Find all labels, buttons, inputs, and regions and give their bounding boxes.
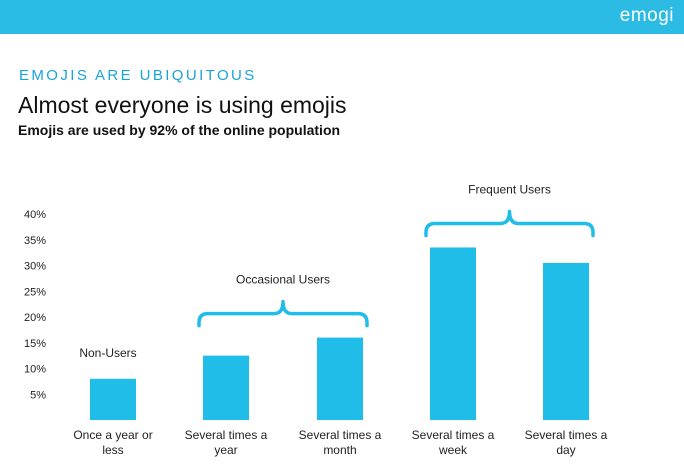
x-tick-label: week	[438, 443, 468, 457]
y-tick-label: 40%	[24, 209, 46, 221]
x-tick-label: month	[323, 443, 356, 457]
x-tick-label: Several times a	[299, 428, 382, 442]
x-tick-label: less	[102, 443, 123, 457]
x-tick-label: day	[556, 443, 575, 457]
user-groups: Non-Users Occasional Users Frequent Users	[79, 182, 595, 360]
y-tick-label: 20%	[24, 312, 46, 324]
page-subtitle: Emojis are used by 92% of the online pop…	[18, 122, 341, 138]
x-tick-label: year	[214, 443, 237, 457]
top-banner: emogi	[0, 0, 684, 34]
x-tick-label: Once a year or	[73, 428, 152, 442]
emogi-logo: emogi	[619, 5, 674, 26]
x-tick-label: Several times a	[525, 428, 608, 442]
bar	[203, 355, 249, 420]
y-tick-label: 35%	[24, 235, 46, 247]
bar	[90, 378, 136, 420]
bar	[317, 337, 363, 420]
y-axis: 5% 10% 15% 20% 25% 30% 35% 40%	[24, 209, 46, 401]
bars	[90, 247, 589, 420]
y-tick-label: 10%	[24, 364, 46, 376]
y-tick-label: 15%	[24, 338, 46, 350]
x-tick-label: Several times a	[185, 428, 268, 442]
group-bracket	[197, 299, 369, 328]
page-title: Almost everyone is using emojis	[18, 92, 347, 118]
section-kicker: EMOJIS ARE UBIQUITOUS	[19, 67, 257, 84]
bar	[430, 247, 476, 420]
y-tick-label: 30%	[24, 261, 46, 273]
group-label: Occasional Users	[236, 273, 330, 287]
group-label: Non-Users	[79, 346, 136, 360]
group-label: Frequent Users	[468, 182, 551, 196]
y-tick-label: 25%	[24, 286, 46, 298]
y-tick-label: 5%	[30, 389, 46, 401]
group-bracket	[424, 209, 595, 238]
x-tick-label: Several times a	[412, 428, 495, 442]
bar	[543, 262, 589, 420]
